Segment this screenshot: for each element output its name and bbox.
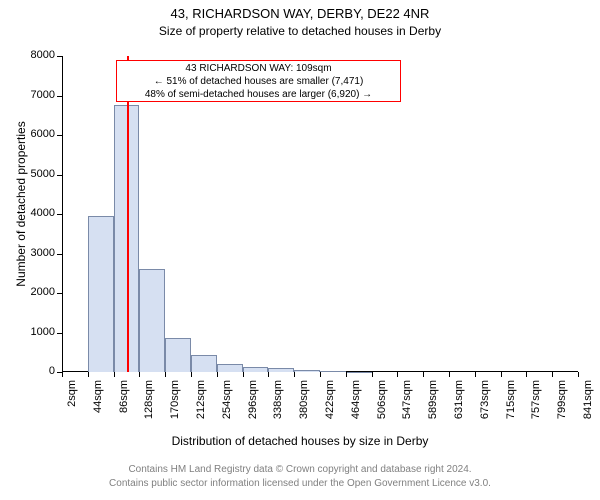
x-tick-label: 422sqm <box>324 380 336 430</box>
footer-line-1: Contains HM Land Registry data © Crown c… <box>0 464 600 475</box>
x-tick-mark <box>191 372 192 377</box>
histogram-bar <box>191 355 217 372</box>
x-tick-mark <box>114 372 115 377</box>
x-tick-mark <box>243 372 244 377</box>
y-tick-mark <box>57 175 62 176</box>
histogram-bar <box>243 367 269 372</box>
x-tick-label: 589sqm <box>427 380 439 430</box>
property-marker-line <box>127 56 129 372</box>
x-tick-mark <box>397 372 398 377</box>
histogram-bar <box>346 372 372 373</box>
histogram-bar <box>165 338 191 372</box>
annotation-line-1: 43 RICHARDSON WAY: 109sqm <box>119 62 398 75</box>
annotation-line-3: 48% of semi-detached houses are larger (… <box>119 88 398 101</box>
x-tick-label: 338sqm <box>272 380 284 430</box>
x-tick-label: 296sqm <box>247 380 259 430</box>
x-tick-mark <box>165 372 166 377</box>
y-tick-mark <box>57 293 62 294</box>
plot-area: 010002000300040005000600070008000 2sqm44… <box>62 56 578 372</box>
x-tick-mark <box>268 372 269 377</box>
x-tick-mark <box>88 372 89 377</box>
footer-line-2: Contains public sector information licen… <box>0 478 600 489</box>
chart-subtitle: Size of property relative to detached ho… <box>0 24 600 38</box>
histogram-bar <box>217 364 243 372</box>
x-tick-label: 757sqm <box>530 380 542 430</box>
chart-container: { "chart": { "type": "histogram", "title… <box>0 0 600 500</box>
y-tick-mark <box>57 333 62 334</box>
x-axis-label: Distribution of detached houses by size … <box>0 434 600 448</box>
y-tick-label: 4000 <box>17 207 55 219</box>
x-tick-mark <box>139 372 140 377</box>
histogram-bar <box>294 370 320 372</box>
chart-title: 43, RICHARDSON WAY, DERBY, DE22 4NR <box>0 6 600 21</box>
annotation-box: 43 RICHARDSON WAY: 109sqm ← 51% of detac… <box>116 60 401 102</box>
histogram-bar <box>139 269 165 372</box>
x-tick-label: 128sqm <box>143 380 155 430</box>
x-tick-mark <box>320 372 321 377</box>
x-tick-label: 86sqm <box>118 380 130 430</box>
y-tick-label: 1000 <box>17 326 55 338</box>
x-tick-label: 841sqm <box>582 380 594 430</box>
y-tick-label: 2000 <box>17 286 55 298</box>
x-tick-mark <box>423 372 424 377</box>
x-tick-mark <box>526 372 527 377</box>
y-tick-mark <box>57 135 62 136</box>
x-tick-label: 799sqm <box>556 380 568 430</box>
x-tick-label: 254sqm <box>221 380 233 430</box>
x-tick-label: 464sqm <box>350 380 362 430</box>
y-tick-label: 3000 <box>17 247 55 259</box>
y-tick-label: 0 <box>17 365 55 377</box>
y-tick-label: 7000 <box>17 89 55 101</box>
x-tick-label: 715sqm <box>505 380 517 430</box>
x-tick-mark <box>372 372 373 377</box>
y-tick-label: 8000 <box>17 49 55 61</box>
y-axis-line <box>62 56 63 372</box>
x-tick-mark <box>62 372 63 377</box>
y-tick-label: 6000 <box>17 128 55 140</box>
x-tick-label: 673sqm <box>479 380 491 430</box>
y-tick-mark <box>57 96 62 97</box>
x-tick-mark <box>578 372 579 377</box>
histogram-bar <box>88 216 114 372</box>
x-tick-label: 506sqm <box>376 380 388 430</box>
x-tick-label: 631sqm <box>453 380 465 430</box>
x-tick-label: 547sqm <box>401 380 413 430</box>
x-tick-mark <box>475 372 476 377</box>
x-tick-label: 44sqm <box>92 380 104 430</box>
histogram-bar <box>268 368 294 372</box>
x-tick-mark <box>552 372 553 377</box>
annotation-line-2: ← 51% of detached houses are smaller (7,… <box>119 75 398 88</box>
x-tick-label: 212sqm <box>195 380 207 430</box>
x-tick-label: 170sqm <box>169 380 181 430</box>
x-tick-mark <box>449 372 450 377</box>
y-tick-mark <box>57 214 62 215</box>
histogram-bar <box>320 371 346 372</box>
y-tick-mark <box>57 56 62 57</box>
x-tick-label: 2sqm <box>66 380 78 430</box>
y-tick-label: 5000 <box>17 168 55 180</box>
x-tick-mark <box>501 372 502 377</box>
x-tick-mark <box>294 372 295 377</box>
x-tick-mark <box>217 372 218 377</box>
x-tick-label: 380sqm <box>298 380 310 430</box>
x-tick-mark <box>346 372 347 377</box>
y-tick-mark <box>57 254 62 255</box>
